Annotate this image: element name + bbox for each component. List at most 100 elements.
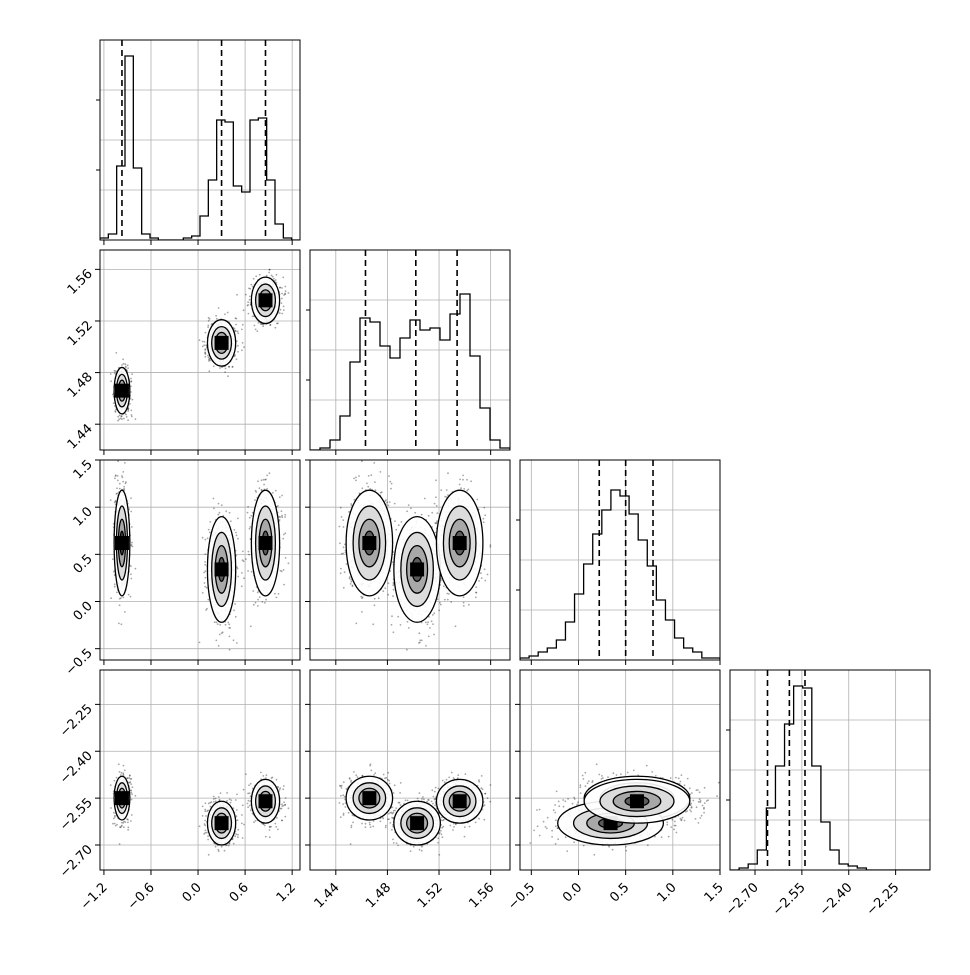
sample-point (121, 364, 123, 366)
sample-point (269, 269, 271, 271)
sample-point (110, 807, 112, 809)
sample-point (483, 521, 485, 523)
sample-point (114, 586, 116, 588)
y-tick-label: 0.0 (71, 599, 96, 624)
sample-point (243, 346, 245, 348)
sample-point (285, 290, 287, 292)
sample-point (207, 355, 209, 357)
sample-point (204, 341, 206, 343)
density-peak (115, 536, 129, 550)
sample-point (259, 274, 261, 276)
sample-point (463, 605, 465, 607)
sample-point (228, 366, 230, 368)
sample-point (221, 504, 223, 506)
sample-point (408, 627, 410, 629)
sample-point (113, 571, 115, 573)
sample-point (468, 604, 470, 606)
sample-point (249, 528, 251, 530)
sample-point (219, 512, 221, 514)
sample-point (116, 592, 118, 594)
sample-point (266, 475, 268, 477)
sample-point (380, 471, 382, 473)
sample-point (462, 475, 464, 477)
sample-point (350, 583, 352, 585)
sample-point (372, 623, 374, 625)
sample-point (207, 325, 209, 327)
sample-point (224, 313, 226, 315)
sample-point (242, 342, 244, 344)
sample-point (374, 481, 376, 483)
sample-point (262, 325, 264, 327)
sample-point (241, 572, 243, 574)
y-tick-label: 1.0 (71, 504, 96, 529)
panel-content (100, 40, 300, 240)
sample-point (255, 275, 257, 277)
sample-point (268, 272, 270, 274)
sample-point (237, 351, 239, 353)
sample-point (275, 327, 277, 329)
sample-point (261, 479, 263, 481)
panel-content (310, 250, 510, 450)
sample-point (219, 634, 221, 636)
sample-point (130, 497, 132, 499)
sample-point (272, 492, 274, 494)
sample-point (208, 370, 210, 372)
sample-point (199, 642, 201, 644)
sample-point (131, 414, 133, 416)
sample-point (254, 499, 256, 501)
sample-point (444, 496, 446, 498)
sample-point (481, 577, 483, 579)
sample-point (247, 512, 249, 514)
sample-point (431, 620, 433, 622)
sample-point (243, 309, 245, 311)
sample-point (418, 642, 420, 644)
sample-point (256, 330, 258, 332)
sample-point (127, 410, 129, 412)
sample-point (213, 365, 215, 367)
sample-point (132, 546, 134, 548)
sample-point (431, 512, 433, 514)
sample-point (427, 624, 429, 626)
sample-point (206, 608, 208, 610)
sample-point (349, 576, 351, 578)
sample-point (394, 520, 396, 522)
sample-point (340, 568, 342, 570)
sample-point (339, 542, 341, 544)
sample-point (235, 616, 237, 618)
sample-point (119, 488, 121, 490)
sample-point (459, 479, 461, 481)
sample-point (204, 352, 206, 354)
sample-point (278, 593, 280, 595)
panel-0-0 (96, 40, 300, 245)
sample-point (110, 373, 112, 375)
sample-point (130, 381, 132, 383)
sample-point (245, 558, 247, 560)
sample-point (249, 296, 251, 298)
sample-point (124, 462, 126, 464)
sample-point (113, 402, 115, 404)
sample-point (250, 284, 252, 286)
sample-point (248, 551, 250, 553)
sample-point (237, 518, 239, 520)
sample-point (284, 286, 286, 288)
sample-point (367, 486, 369, 488)
panel-content (100, 670, 300, 870)
sample-point (117, 480, 119, 482)
histogram-step (520, 490, 720, 660)
sample-point (348, 511, 350, 513)
sample-point (213, 508, 215, 510)
sample-point (218, 307, 220, 309)
sample-point (374, 604, 376, 606)
sample-point (361, 460, 363, 462)
sample-point (204, 582, 206, 584)
sample-point (281, 516, 283, 518)
sample-point (397, 616, 399, 618)
sample-point (121, 418, 123, 420)
y-tick-label: 0.5 (71, 552, 96, 577)
sample-point (206, 587, 208, 589)
sample-point (284, 514, 286, 516)
sample-point (340, 507, 342, 509)
sample-point (391, 483, 393, 485)
sample-point (237, 332, 239, 334)
